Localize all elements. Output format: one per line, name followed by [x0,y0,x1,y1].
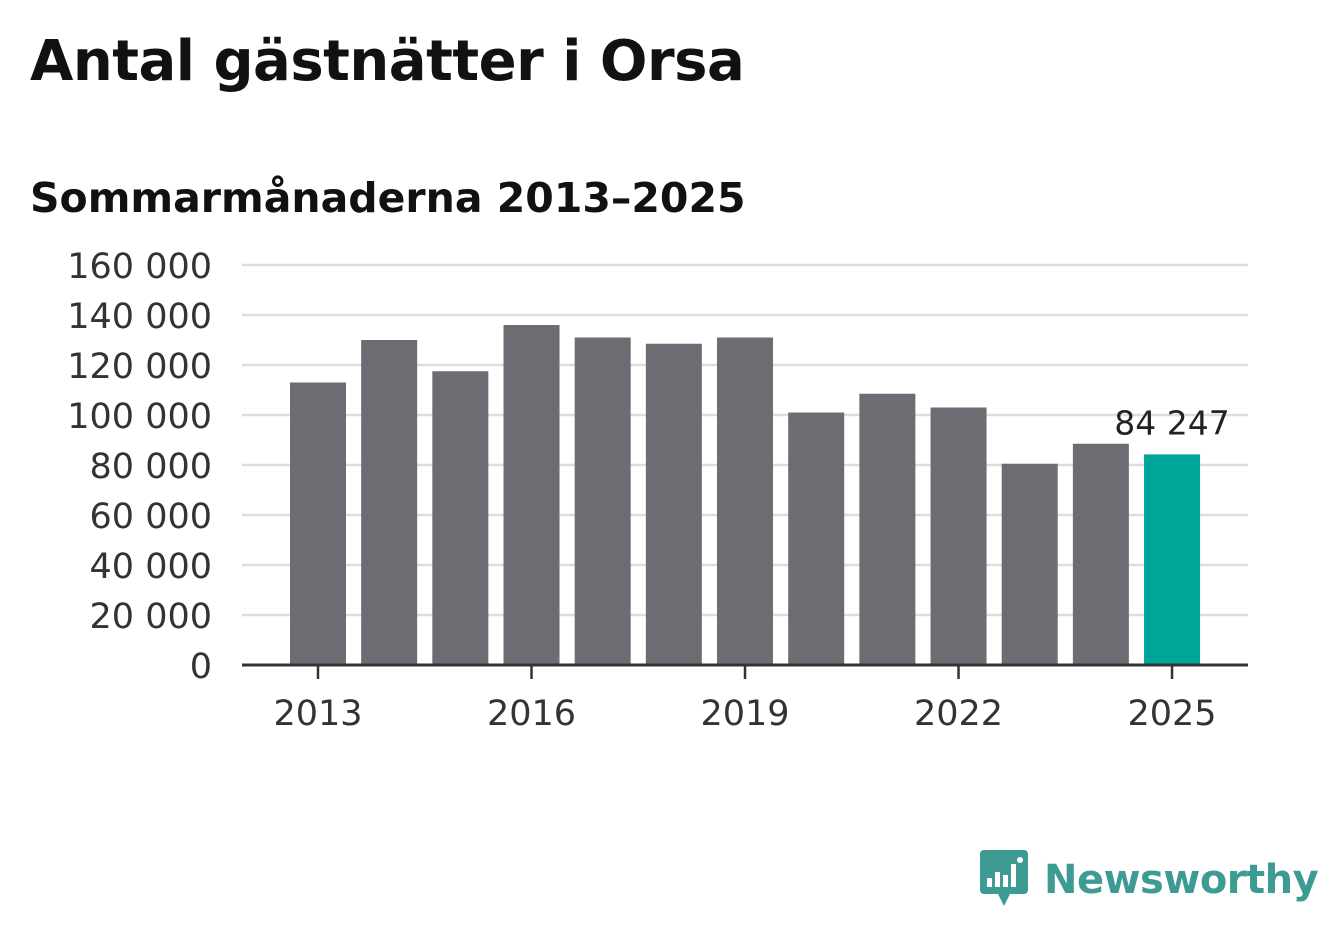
value-label: 84 247 [1114,403,1229,442]
brand-name: Newsworthy [1044,857,1319,903]
bar-2015 [432,371,489,665]
bar-2021 [859,393,916,665]
x-tick-label: 2025 [1128,694,1217,734]
y-tick-label: 160 000 [67,247,212,287]
bar-2016 [503,325,560,665]
y-tick-label: 100 000 [67,397,212,437]
chart-title: Antal gästnätter i Orsa [30,29,745,94]
bar-chart-speech-bubble-icon [980,850,1028,906]
y-tick-label: 40 000 [90,547,212,587]
y-tick-label: 120 000 [67,347,212,387]
y-axis-tick-labels: 0 20 000 40 000 60 000 80 000 100 000 120 000 1… [67,247,212,687]
bar-2018 [645,343,702,665]
y-tick-label: 140 000 [67,297,212,337]
bar-2023 [1001,463,1058,665]
x-tick-label: 2019 [700,694,789,734]
bar-2017 [574,337,631,665]
y-tick-label: 80 000 [90,447,212,487]
x-axis-ticks: 2013 2016 2019 2022 2025 [273,665,1217,734]
x-tick-label: 2013 [273,694,362,734]
chart-subtitle: Sommarmånaderna 2013–2025 [30,174,746,222]
y-tick-label: 60 000 [90,497,212,537]
value-labels: 84 247 [1114,403,1229,442]
bar-2025 [1144,454,1201,665]
y-tick-label: 0 [190,647,212,687]
bar-2014 [361,340,418,665]
bars [290,325,1201,665]
bar-2024 [1072,443,1129,665]
x-tick-label: 2016 [487,694,576,734]
bar-2019 [717,337,774,665]
x-tick-label: 2022 [914,694,1003,734]
newsworthy-logo: Newsworthy [980,850,1319,910]
bar-2020 [788,412,845,665]
bar-2013 [290,382,346,665]
bar-2022 [930,407,987,665]
y-tick-label: 20 000 [90,597,212,637]
